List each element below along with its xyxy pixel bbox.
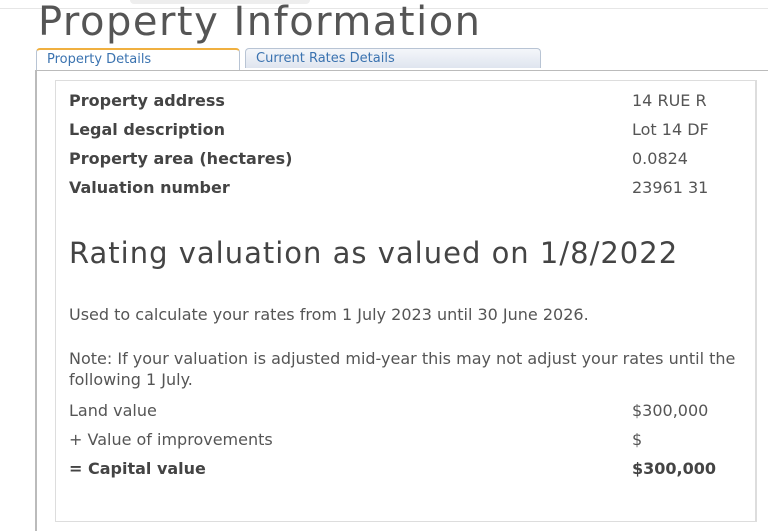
tab-current-rates-details[interactable]: Current Rates Details	[245, 48, 541, 68]
detail-label: Property area (hectares)	[69, 149, 293, 168]
value-label: Land value	[69, 401, 157, 420]
value-row: + Value of improvements $	[69, 428, 755, 452]
detail-row: Property address 14 RUE R	[69, 89, 755, 113]
page-title: Property Information	[38, 0, 482, 45]
detail-value: 14 RUE R	[632, 91, 707, 110]
property-details-panel: Property address 14 RUE R Legal descripti…	[55, 80, 757, 522]
detail-label: Valuation number	[69, 178, 230, 197]
divider	[0, 8, 768, 9]
detail-row: Legal description Lot 14 DF	[69, 118, 755, 142]
valuation-note: Note: If your valuation is adjusted mid-…	[69, 349, 736, 389]
value-amount: $300,000	[632, 401, 709, 420]
value-label: = Capital value	[69, 459, 206, 478]
value-amount: $300,000	[632, 459, 717, 478]
valuation-period-text: Used to calculate your rates from 1 July…	[69, 305, 589, 324]
detail-row: Property area (hectares) 0.0824	[69, 147, 755, 171]
value-row: = Capital value $300,000	[69, 457, 755, 481]
valuation-heading: Rating valuation as valued on 1/8/2022	[69, 236, 679, 270]
tab-property-details[interactable]: Property Details	[36, 48, 240, 71]
tab-panel	[35, 70, 768, 531]
value-row: Land value $300,000	[69, 399, 755, 423]
detail-label: Legal description	[69, 120, 226, 139]
detail-value: 23961 31	[632, 178, 709, 197]
top-bar	[130, 0, 310, 4]
detail-label: Property address	[69, 91, 225, 110]
detail-value: 0.0824	[632, 149, 688, 168]
value-amount: $	[632, 430, 643, 449]
detail-row: Valuation number 23961 31	[69, 176, 755, 200]
detail-value: Lot 14 DF	[632, 120, 709, 139]
value-label: + Value of improvements	[69, 430, 273, 449]
